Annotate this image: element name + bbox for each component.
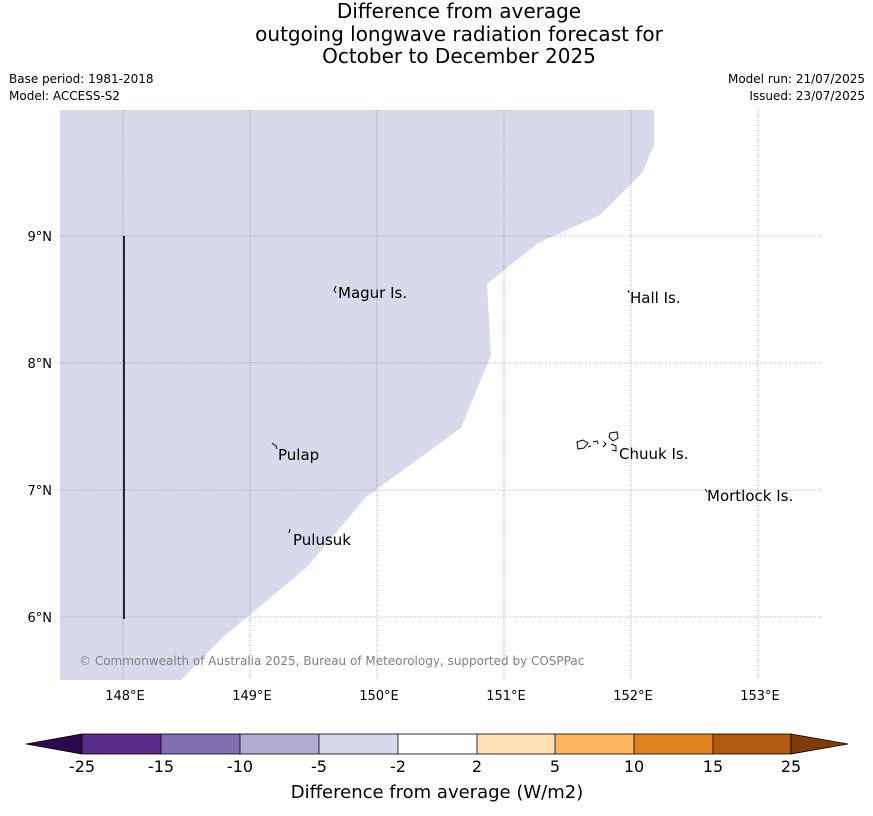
map-panel: Magur Is. Hall Is. Pulap Chuuk Is. Mortl… (28, 110, 821, 704)
info-left: Base period: 1981-2018 Model: ACCESS-S2 (9, 71, 154, 105)
base-period-text: Base period: 1981-2018 (9, 72, 154, 86)
lon-label-148e: 148°E (105, 689, 145, 704)
mortlock-island-shape (704, 488, 708, 493)
colorbar-segment-3 (240, 734, 319, 754)
colorbar-segment-7 (555, 734, 634, 754)
colorbar-tick-neg2: -2 (390, 757, 406, 776)
info-right: Model run: 21/07/2025 Issued: 23/07/2025 (728, 71, 865, 105)
model-run-text: Model run: 21/07/2025 (727, 72, 865, 86)
lat-label-7n: 7°N (28, 484, 53, 499)
colorbar-tick-15: 15 (703, 757, 723, 776)
colorbar-tick-5: 5 (550, 757, 560, 776)
magur-island-shape (333, 285, 337, 294)
issued-text: Issued: 23/07/2025 (749, 89, 865, 103)
pulusuk-island-shape (288, 528, 291, 534)
colorbar-label: Difference from average (W/m2) (291, 782, 583, 803)
lon-label-149e: 149°E (232, 689, 272, 704)
chuuk-island-shapes (576, 431, 619, 452)
colorbar-segment-6 (477, 734, 555, 754)
colorbar-tick-neg15: -15 (148, 757, 174, 776)
colorbar-segment-1 (82, 734, 161, 754)
label-pulap: Pulap (278, 446, 319, 464)
title-line-3: October to December 2025 (322, 44, 596, 68)
pulap-island-shape (271, 442, 278, 450)
label-chuuk-is: Chuuk Is. (619, 445, 688, 463)
hall-island-shape (627, 289, 630, 294)
island-outlines (271, 285, 708, 534)
colorbar-tick-neg25: -25 (69, 757, 95, 776)
colorbar-segment-9 (713, 734, 791, 754)
label-hall-is: Hall Is. (630, 289, 681, 307)
colorbar-extend-low (25, 733, 83, 755)
map-gridlines (60, 110, 821, 680)
copyright-text: © Commonwealth of Australia 2025, Bureau… (79, 654, 584, 668)
lat-label-6n: 6°N (28, 611, 53, 626)
lat-label-8n: 8°N (28, 357, 53, 372)
lon-label-153e: 153°E (740, 689, 780, 704)
colorbar-tick-25: 25 (781, 757, 801, 776)
colorbar-dividers (160, 734, 714, 754)
label-pulusuk: Pulusuk (293, 531, 351, 549)
colorbar-segment-2 (161, 734, 240, 754)
colorbar-segment-8 (634, 734, 713, 754)
colorbar-frame (81, 733, 792, 755)
model-text: Model: ACCESS-S2 (9, 89, 121, 103)
title-line-1: Difference from average (336, 0, 582, 23)
lon-label-152e: 152°E (613, 689, 653, 704)
colorbar-extend-high (790, 733, 849, 755)
label-mortlock-is: Mortlock Is. (707, 487, 793, 505)
colorbar-tick-neg5: -5 (311, 757, 327, 776)
colorbar-tick-neg10: -10 (227, 757, 253, 776)
colorbar: -25 -15 -10 -5 -2 2 5 10 15 25 Differenc… (25, 733, 849, 803)
colorbar-segment-5 (398, 734, 477, 754)
lon-label-150e: 150°E (359, 689, 399, 704)
colorbar-segment-4 (319, 734, 398, 754)
title-line-2: outgoing longwave radiation forecast for (255, 21, 663, 46)
lon-label-151e: 151°E (486, 689, 526, 704)
lat-label-9n: 9°N (28, 230, 53, 245)
colorbar-tick-10: 10 (624, 757, 644, 776)
label-magur-is: Magur Is. (338, 284, 407, 302)
map-title: Difference from average outgoing longwav… (0, 0, 873, 68)
colorbar-tick-2: 2 (472, 757, 482, 776)
anomaly-shaded-region (60, 110, 654, 680)
